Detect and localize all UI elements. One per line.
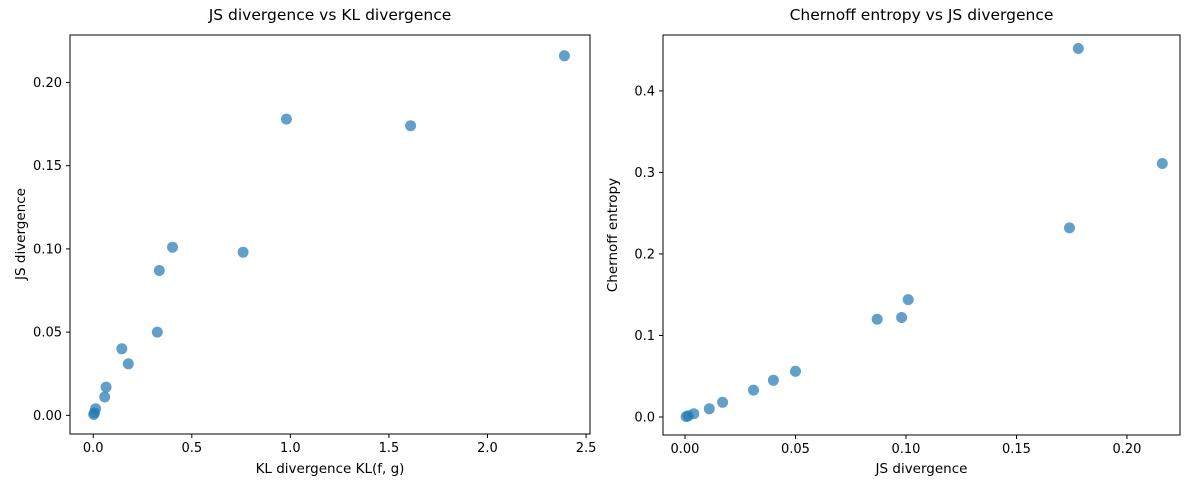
left-axes: 0.0 0.5 1.0 1.5 2.0 2.5 0.00 0.05 0.10 0.15 0.20 <box>33 34 597 456</box>
left-x-axis-label: KL divergence KL(f, g) <box>255 461 405 477</box>
right-y-axis-label: Chernoff entropy <box>605 177 621 293</box>
data-point <box>280 113 292 125</box>
data-point <box>902 294 914 306</box>
x-tick-label: 0.15 <box>1002 442 1031 457</box>
y-tick-label: 0.2 <box>634 247 655 262</box>
data-point <box>790 365 801 377</box>
data-point <box>717 396 729 408</box>
data-point <box>151 326 163 338</box>
data-point <box>767 374 779 386</box>
right-axes: 0.00 0.05 0.10 0.15 0.20 0.0 0.1 0.2 0.3 0.4 <box>634 34 1181 457</box>
data-point <box>1156 158 1168 169</box>
y-tick-label: 0.15 <box>33 159 62 174</box>
left-y-axis-label: JS divergence <box>13 188 29 280</box>
data-point <box>167 241 178 253</box>
data-point <box>703 403 715 415</box>
x-tick-label: 1.5 <box>379 441 400 456</box>
y-tick-label: 0.3 <box>634 166 655 181</box>
x-tick-label: 0.20 <box>1112 442 1141 457</box>
data-point <box>1072 43 1084 54</box>
data-point <box>122 358 134 370</box>
data-point <box>405 120 417 132</box>
x-tick-label: 0.0 <box>83 441 104 456</box>
data-point <box>871 313 883 325</box>
data-point <box>688 408 700 420</box>
data-point <box>100 381 112 393</box>
x-tick-label: 0.00 <box>671 442 700 457</box>
x-tick-label: 2.0 <box>477 441 498 456</box>
data-point <box>99 391 111 403</box>
x-tick-label: 1.0 <box>280 441 301 456</box>
y-tick-label: 0.0 <box>634 410 655 425</box>
data-point <box>237 246 249 258</box>
x-tick-label: 2.5 <box>576 441 597 456</box>
axes-frame <box>69 34 591 435</box>
data-point <box>896 312 908 323</box>
data-point <box>748 384 759 396</box>
x-tick-label: 0.10 <box>891 442 920 457</box>
data-point <box>116 343 128 355</box>
data-point <box>90 403 102 415</box>
x-tick-label: 0.05 <box>781 442 810 457</box>
x-tick-label: 0.5 <box>181 441 202 456</box>
y-tick-label: 0.05 <box>33 326 62 341</box>
axes-frame <box>662 34 1181 436</box>
y-tick-label: 0.20 <box>33 76 62 91</box>
y-tick-label: 0.1 <box>634 329 655 344</box>
right-x-axis-label: JS divergence <box>875 461 968 477</box>
data-point <box>1064 222 1075 234</box>
data-point <box>153 265 165 276</box>
right-chart-title: Chernoff entropy vs JS divergence <box>789 6 1054 24</box>
y-tick-label: 0.00 <box>33 409 62 424</box>
y-tick-label: 0.10 <box>33 242 62 257</box>
left-chart-title: JS divergence vs KL divergence <box>208 6 452 24</box>
data-point <box>558 50 570 62</box>
y-tick-label: 0.4 <box>634 84 655 99</box>
